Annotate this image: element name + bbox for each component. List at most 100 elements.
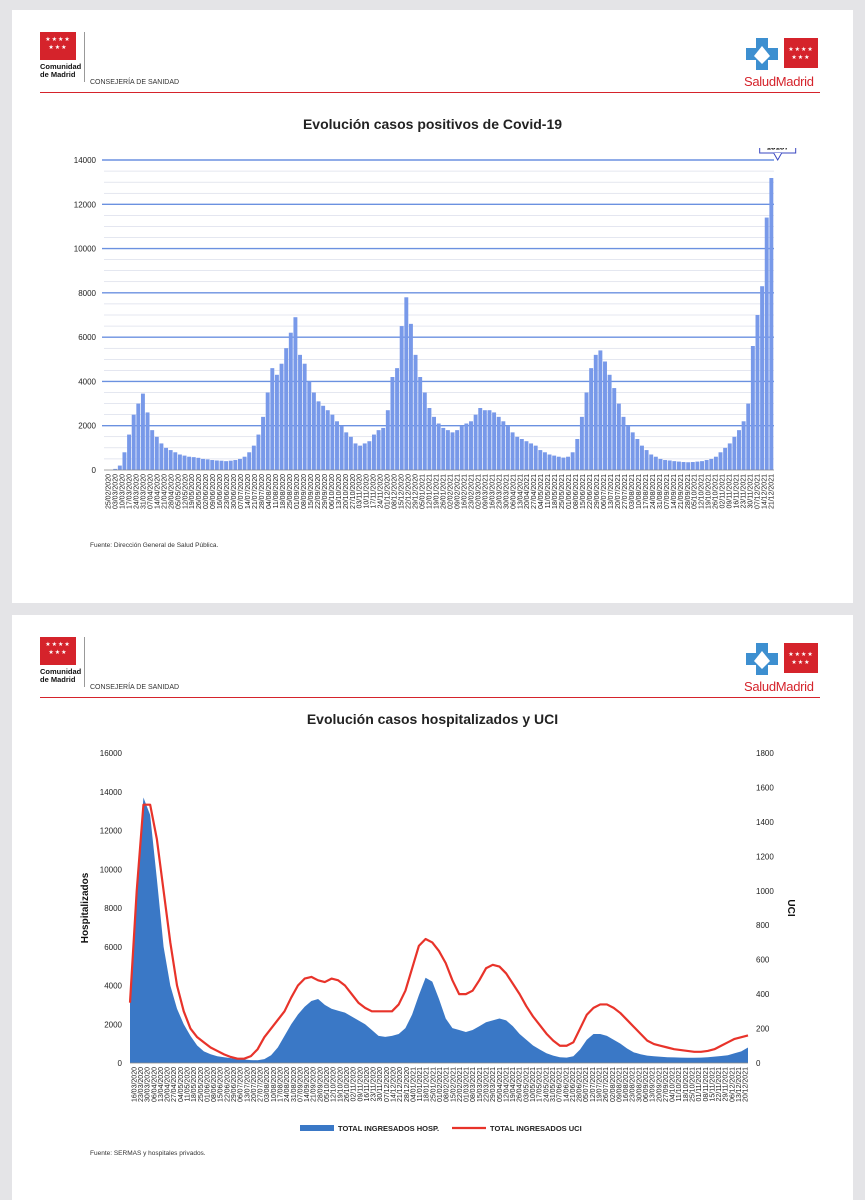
x-tick-label: 07/06/2021 bbox=[557, 1067, 564, 1102]
bar bbox=[385, 410, 390, 470]
x-tick-label: 28/04/2020 bbox=[168, 474, 175, 509]
x-tick-label: 31/08/2020 bbox=[291, 1067, 298, 1102]
bar bbox=[408, 323, 413, 470]
y-tick-label: 4000 bbox=[104, 982, 122, 991]
x-tick-label: 01/06/2020 bbox=[204, 1067, 211, 1102]
x-tick-label: 07/12/2021 bbox=[755, 474, 762, 509]
bar bbox=[168, 450, 173, 470]
bar bbox=[251, 445, 256, 470]
bar bbox=[570, 452, 575, 470]
x-tick-label: 26/07/2021 bbox=[603, 1067, 610, 1102]
x-tick-label: 24/08/2021 bbox=[650, 474, 657, 509]
bar bbox=[261, 416, 266, 470]
bar bbox=[764, 217, 769, 470]
header-rule bbox=[40, 697, 820, 698]
bar bbox=[436, 423, 441, 470]
x-tick-label: 09/02/2021 bbox=[454, 474, 461, 509]
bar bbox=[732, 436, 737, 470]
y-axis-label: Hospitalizados bbox=[80, 872, 91, 943]
x-tick-label: 28/12/2020 bbox=[404, 1067, 411, 1102]
x-tick-label: 05/01/2021 bbox=[420, 474, 427, 509]
y-tick-label: 4000 bbox=[78, 377, 96, 386]
bar bbox=[603, 361, 607, 470]
bar bbox=[432, 416, 436, 470]
x-tick-label: 06/04/2020 bbox=[151, 1067, 158, 1102]
bar bbox=[307, 381, 312, 470]
x-tick-label: 03/08/2020 bbox=[264, 1067, 271, 1102]
x-tick-label: 31/03/2020 bbox=[140, 474, 147, 509]
y2-tick-label: 0 bbox=[756, 1059, 761, 1068]
bar bbox=[150, 430, 155, 470]
bar bbox=[709, 458, 714, 470]
x-tick-label: 04/08/2020 bbox=[266, 474, 273, 509]
bar bbox=[376, 430, 381, 470]
hospitalized-uci-chart: 0 2000 4000 6000 8000 10000 12000 14000 16000 0 20… bbox=[80, 749, 796, 1133]
x-tick-label: 09/11/2021 bbox=[727, 474, 734, 509]
x-tick-label: 27/04/2020 bbox=[171, 1067, 178, 1102]
x-tick-label: 24/05/2021 bbox=[543, 1067, 550, 1102]
x-tick-label: 15/12/2020 bbox=[399, 474, 406, 509]
x-tick-label: 08/03/2021 bbox=[470, 1067, 477, 1102]
bar bbox=[335, 421, 339, 470]
y2-tick-label: 1800 bbox=[756, 749, 774, 758]
bar bbox=[667, 460, 672, 470]
x-tick-label: 27/04/2021 bbox=[531, 474, 538, 509]
x-tick-label: 19/10/2020 bbox=[337, 1067, 344, 1102]
y-tick-label: 2000 bbox=[104, 1020, 122, 1029]
x-tick-label: 03/05/2021 bbox=[523, 1067, 530, 1102]
x-tick-label: 20/04/2021 bbox=[524, 474, 531, 509]
x-tick-label: 07/12/2020 bbox=[384, 1067, 391, 1102]
chart-title: Evolución casos positivos de Covid-19 bbox=[302, 116, 563, 132]
bar bbox=[131, 414, 136, 470]
bar bbox=[658, 458, 663, 470]
x-tick-label: 22/06/2021 bbox=[587, 474, 594, 509]
x-tick-label: 07/09/2020 bbox=[297, 1067, 304, 1102]
bar bbox=[321, 405, 326, 470]
bar bbox=[140, 393, 145, 470]
x-tick-label: 16/03/2021 bbox=[489, 474, 496, 509]
x-tick-label: 04/10/2021 bbox=[670, 1067, 677, 1102]
x-tick-label: 30/08/2021 bbox=[636, 1067, 643, 1102]
bar bbox=[330, 414, 335, 470]
bar bbox=[713, 456, 718, 470]
x-tick-label: 26/10/2021 bbox=[713, 474, 720, 509]
bar bbox=[566, 456, 570, 470]
x-tick-label: 31/05/2021 bbox=[550, 1067, 557, 1102]
x-tick-label: 04/05/2021 bbox=[538, 474, 545, 509]
x-tick-label: 18/10/2021 bbox=[683, 1067, 690, 1102]
bar bbox=[445, 430, 450, 470]
bar bbox=[214, 460, 219, 470]
x-tick-label: 25/02/2020 bbox=[105, 474, 112, 509]
x-tick-label: 21/12/2021 bbox=[769, 474, 776, 509]
bar bbox=[404, 297, 409, 470]
bar bbox=[672, 461, 677, 470]
bar bbox=[348, 436, 353, 470]
bar bbox=[390, 377, 395, 470]
bar bbox=[519, 439, 524, 470]
bar bbox=[311, 392, 316, 470]
x-tick-label: 02/11/2020 bbox=[351, 1067, 358, 1102]
x-tick-label: 07/09/2021 bbox=[664, 474, 671, 509]
bar bbox=[621, 416, 626, 470]
x-tick-label: 16/06/2020 bbox=[217, 474, 224, 509]
x-tick-label: 16/02/2021 bbox=[461, 474, 468, 509]
x-tick-label: 19/07/2021 bbox=[596, 1067, 603, 1102]
bar bbox=[372, 434, 376, 470]
x-tick-label: 12/07/2021 bbox=[590, 1067, 597, 1102]
x-tick-label: 02/06/2020 bbox=[203, 474, 210, 509]
y2-tick-label: 1400 bbox=[756, 818, 774, 827]
uci-line bbox=[128, 803, 749, 1060]
x-tick-label: 14/09/2021 bbox=[671, 474, 678, 509]
x-tick-label: 01/06/2021 bbox=[566, 474, 573, 509]
x-tick-label: 27/10/2020 bbox=[350, 474, 357, 509]
legend-swatch-hosp bbox=[300, 1125, 334, 1131]
x-tick-label: 12/04/2021 bbox=[503, 1067, 510, 1102]
x-tick-label: 05/05/2020 bbox=[175, 474, 182, 509]
x-tick-label: 30/11/2020 bbox=[377, 1067, 384, 1102]
x-tick-label: 14/06/2021 bbox=[563, 1067, 570, 1102]
y2-tick-label: 800 bbox=[756, 921, 770, 930]
x-tick-label: 08/06/2020 bbox=[211, 1067, 218, 1102]
bar bbox=[325, 410, 330, 470]
x-tick-label: 23/03/2021 bbox=[496, 474, 503, 509]
callout-pointer bbox=[773, 152, 783, 162]
